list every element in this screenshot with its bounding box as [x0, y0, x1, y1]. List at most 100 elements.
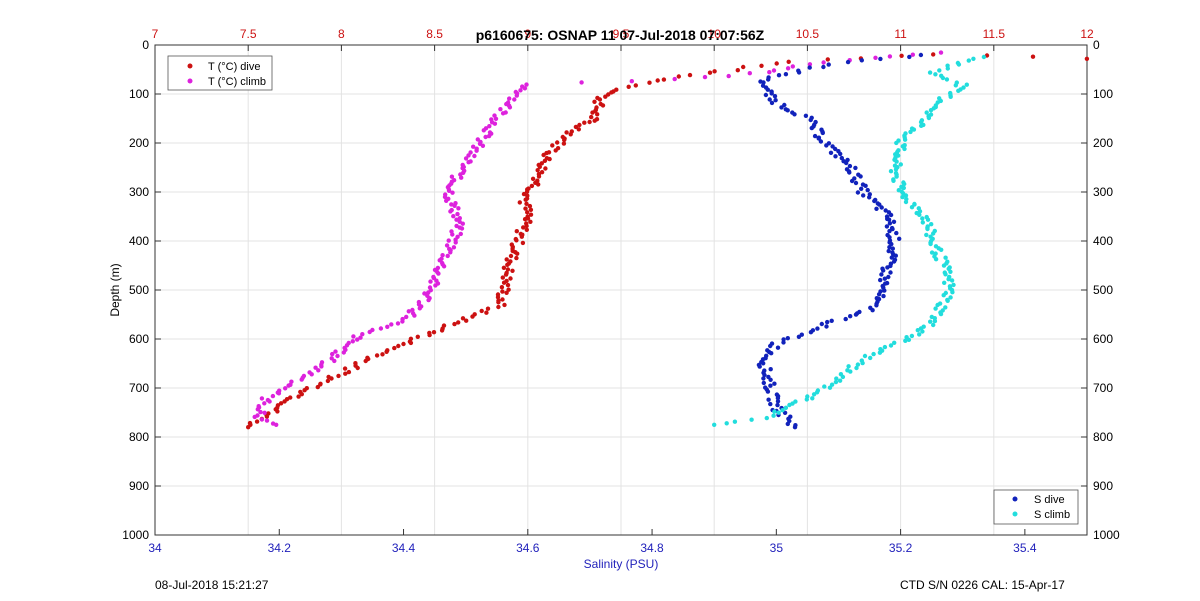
point-s-climb	[928, 108, 934, 113]
point-t-c-dive	[431, 330, 437, 335]
point-s-climb	[926, 115, 932, 121]
point-t-c-climb	[258, 409, 263, 415]
y-tick-label-right: 400	[1093, 234, 1113, 248]
point-t-c-climb	[512, 97, 517, 102]
point-s-dive	[891, 219, 897, 224]
point-t-c-dive	[495, 295, 501, 300]
point-t-c-dive	[336, 373, 341, 379]
point-s-dive	[815, 326, 820, 331]
point-s-dive	[766, 397, 771, 402]
point-t-c-climb	[449, 174, 455, 179]
point-t-c-dive	[496, 300, 501, 305]
point-t-c-dive	[504, 257, 509, 262]
point-t-c-dive	[485, 306, 491, 311]
point-t-c-dive	[510, 268, 515, 273]
point-s-dive	[845, 59, 851, 65]
point-s-dive	[886, 248, 891, 254]
point-t-c-climb	[472, 153, 477, 159]
point-s-dive	[768, 367, 773, 372]
point-t-c-climb	[785, 66, 791, 71]
point-s-dive	[843, 316, 848, 322]
point-t-c-climb	[395, 321, 401, 326]
point-s-dive	[796, 334, 802, 339]
point-t-c-dive	[278, 401, 284, 406]
point-s-climb	[764, 415, 769, 421]
point-t-c-climb	[452, 203, 457, 208]
point-t-c-climb	[436, 271, 441, 276]
point-s-climb	[833, 379, 839, 385]
point-s-dive	[763, 92, 769, 98]
point-t-c-climb	[283, 386, 288, 391]
point-s-dive	[803, 113, 809, 119]
top-tick-label: 11	[894, 27, 907, 41]
point-t-c-dive	[464, 318, 469, 323]
chart-title: p6160675: OSNAP 11 07-Jul-2018 07:07:56Z	[476, 27, 765, 43]
point-t-c-dive	[527, 203, 533, 209]
y-tick-label: 700	[129, 381, 149, 395]
point-t-c-dive	[505, 282, 511, 288]
point-s-climb	[929, 250, 935, 255]
point-t-c-climb	[767, 70, 772, 75]
point-t-c-climb	[332, 358, 337, 364]
point-s-dive	[821, 64, 826, 70]
point-t-c-dive	[577, 122, 582, 128]
point-t-c-dive	[315, 384, 320, 390]
y-tick-label-right: 1000	[1093, 528, 1120, 542]
point-s-dive	[824, 324, 829, 329]
point-s-dive	[772, 381, 777, 386]
point-t-c-climb	[333, 349, 338, 354]
point-s-dive	[775, 399, 781, 404]
point-t-c-climb	[417, 306, 422, 311]
point-s-dive	[853, 180, 859, 186]
point-s-dive	[765, 389, 771, 394]
point-s-climb	[945, 66, 950, 71]
point-t-c-dive	[363, 358, 368, 364]
point-s-dive	[761, 380, 766, 386]
point-s-dive	[767, 97, 772, 102]
point-s-dive	[833, 146, 838, 152]
point-t-c-dive	[541, 152, 546, 158]
y-tick-label-right: 600	[1093, 332, 1113, 346]
point-t-c-climb	[450, 190, 455, 195]
point-t-c-climb	[358, 335, 363, 340]
point-t-c-climb	[412, 313, 417, 318]
legend-salinity-box	[993, 489, 1079, 525]
point-s-dive	[783, 72, 789, 77]
point-t-c-climb	[410, 307, 415, 313]
point-s-dive	[894, 230, 899, 236]
point-s-climb	[925, 217, 931, 222]
point-t-c-dive	[496, 304, 501, 310]
point-t-c-dive	[470, 314, 475, 319]
point-s-climb	[902, 181, 907, 187]
point-t-c-climb	[493, 116, 499, 122]
point-t-c-dive	[515, 251, 520, 256]
point-s-climb	[920, 329, 925, 334]
point-s-dive	[838, 151, 843, 157]
point-s-dive	[879, 272, 884, 277]
point-t-c-dive	[661, 77, 667, 82]
point-s-climb	[917, 332, 922, 337]
point-t-c-dive	[439, 328, 445, 333]
point-s-dive	[820, 130, 825, 136]
point-t-c-dive	[597, 97, 603, 102]
point-t-c-dive	[537, 164, 542, 169]
point-s-dive	[858, 174, 863, 179]
point-t-c-dive	[501, 265, 507, 270]
legend-label-s-dive: S dive	[1034, 494, 1065, 506]
point-t-c-climb	[367, 329, 372, 335]
point-t-c-dive	[503, 272, 509, 277]
point-s-climb	[948, 269, 953, 274]
point-t-c-climb	[460, 221, 465, 226]
point-s-dive	[881, 268, 886, 273]
point-t-c-dive	[374, 353, 380, 358]
bottom-tick-label: 34.2	[268, 541, 292, 555]
point-t-c-dive	[590, 110, 595, 115]
point-t-c-climb	[341, 350, 346, 355]
point-s-climb	[712, 422, 717, 427]
point-s-dive	[918, 52, 924, 58]
footer-ctd-info: CTD S/N 0226 CAL: 15-Apr-17	[900, 578, 1065, 592]
point-t-c-dive	[296, 394, 301, 399]
point-s-climb	[924, 232, 929, 238]
point-s-climb	[931, 322, 936, 328]
point-t-c-dive	[401, 341, 406, 347]
